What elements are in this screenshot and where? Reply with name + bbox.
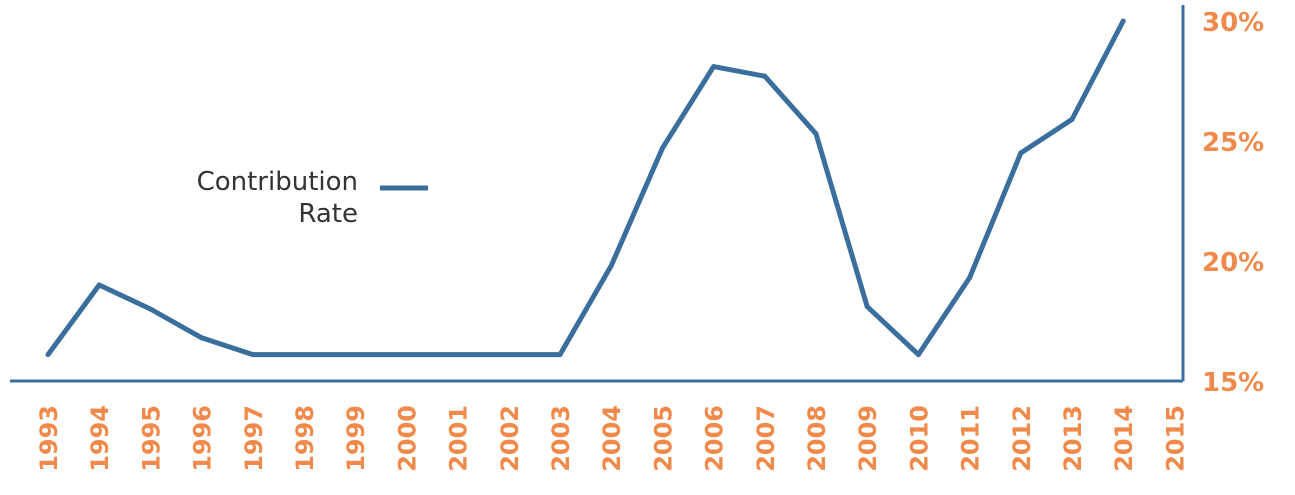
data-point <box>762 73 768 79</box>
x-tick-label: 2002 <box>496 405 524 472</box>
x-tick-label: 2015 <box>1161 405 1189 472</box>
y-tick-label: 30% <box>1202 8 1264 38</box>
data-point <box>352 352 358 358</box>
data-point <box>1120 18 1126 24</box>
x-tick-label: 1999 <box>342 405 370 472</box>
series-group <box>45 18 1126 358</box>
x-tick-label: 2011 <box>957 405 985 472</box>
data-point <box>967 275 973 281</box>
legend-label-line1: Contribution <box>197 167 358 197</box>
data-point <box>250 352 256 358</box>
data-point <box>711 64 717 70</box>
x-tick-label: 1997 <box>240 405 268 472</box>
data-point <box>608 263 614 269</box>
data-point <box>915 352 921 358</box>
data-point <box>659 145 665 151</box>
data-point <box>506 352 512 358</box>
data-point <box>455 352 461 358</box>
x-tick-label: 1998 <box>291 405 319 472</box>
data-point <box>864 304 870 310</box>
axes <box>10 5 1185 383</box>
x-tick-label: 2010 <box>905 405 933 472</box>
x-tick-label: 1996 <box>189 405 217 472</box>
data-point <box>45 352 51 358</box>
x-tick-label: 2013 <box>1059 405 1087 472</box>
legend: Contribution Rate <box>197 167 428 229</box>
data-point <box>813 131 819 137</box>
data-point <box>1018 150 1024 156</box>
x-tick-label: 2005 <box>649 405 677 472</box>
x-tick-label: 2014 <box>1110 405 1138 472</box>
y-tick-label: 15% <box>1202 368 1264 398</box>
x-tick-label: 2003 <box>547 405 575 472</box>
x-tick-label: 1993 <box>35 405 63 472</box>
x-tick-label: 2009 <box>854 405 882 472</box>
x-tick-label: 2008 <box>803 405 831 472</box>
x-tick-label: 2000 <box>393 405 421 472</box>
data-point <box>1069 116 1075 122</box>
x-tick-label: 1995 <box>137 405 165 472</box>
y-tick-labels: 15% 20% 25% 30% <box>1202 8 1264 398</box>
data-point <box>96 282 102 288</box>
x-tick-label: 2006 <box>701 405 729 472</box>
x-tick-labels: 1993 1994 1995 1996 1997 1998 1999 2000 2001 2002… <box>35 405 1189 472</box>
data-point <box>199 335 205 341</box>
data-point <box>147 306 153 312</box>
y-tick-label: 25% <box>1202 128 1264 158</box>
x-tick-label: 2007 <box>752 405 780 472</box>
series-line-contribution-rate <box>45 19 1126 358</box>
x-tick-label: 2012 <box>1008 405 1036 472</box>
data-point <box>403 352 409 358</box>
y-tick-label: 20% <box>1202 248 1264 278</box>
data-point <box>301 352 307 358</box>
data-point <box>557 352 563 358</box>
legend-label-line2: Rate <box>298 199 358 229</box>
x-tick-label: 2004 <box>598 405 626 472</box>
x-tick-label: 2001 <box>445 405 473 472</box>
x-tick-label: 1994 <box>86 405 114 472</box>
